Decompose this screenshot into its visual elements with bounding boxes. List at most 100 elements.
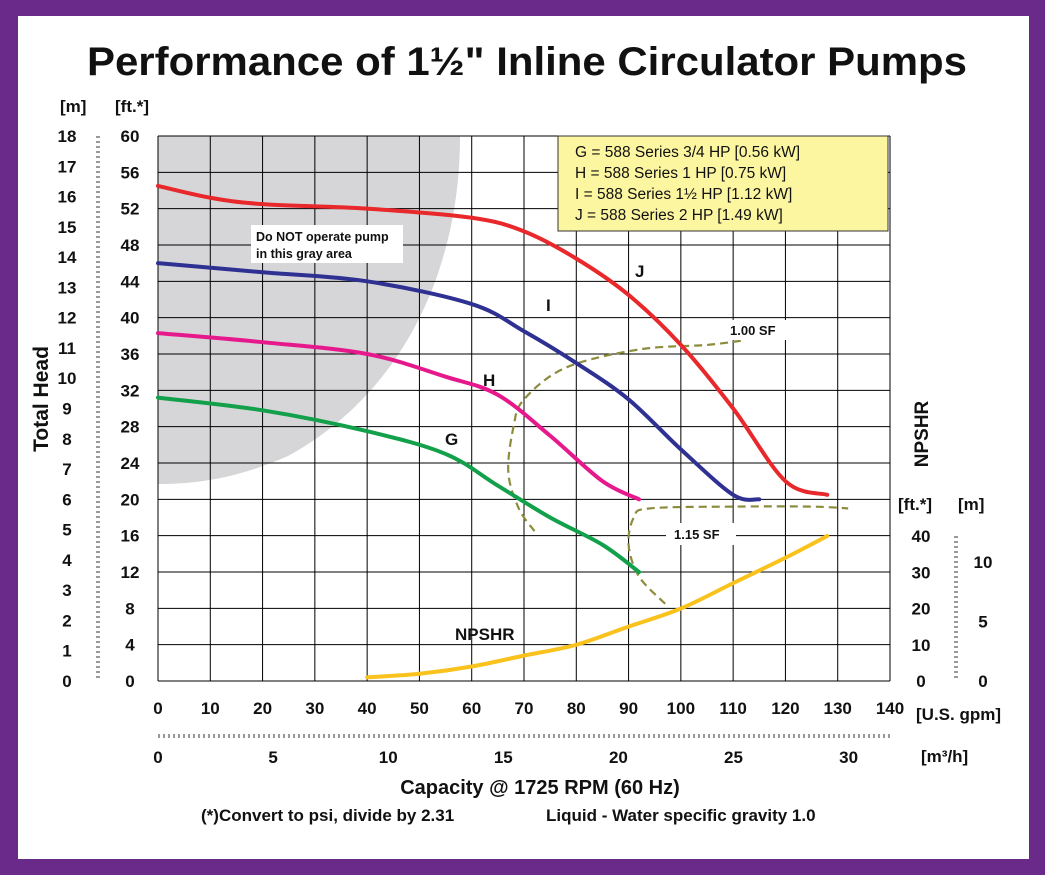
legend-entry-i: I = 588 Series 1½ HP [1.12 kW]: [575, 186, 792, 203]
y-axis-ft-unit: [ft.*]: [115, 97, 149, 116]
x-tick-gpm: 10: [201, 699, 220, 718]
x-tick-gpm: 110: [719, 699, 746, 718]
chart-title: Performance of 1½" Inline Circulator Pum…: [87, 40, 967, 84]
npshr-axis-label: NPSHR: [912, 400, 933, 467]
npshr-unit-ft: [ft.*]: [898, 495, 932, 514]
series-line-j: [156, 183, 830, 497]
pump-performance-chart: Performance of 1½" Inline Circulator Pum…: [30, 40, 1001, 825]
gray-area-label-line-2: in this gray area: [256, 247, 353, 261]
x-axis-unit: [U.S. gpm]: [916, 705, 1001, 724]
y-tick-ft: 60: [121, 127, 140, 146]
x-tick-gpm: 80: [567, 699, 586, 718]
y-tick-m: 17: [58, 157, 77, 176]
x-tick-gpm: 40: [358, 699, 377, 718]
x-tick-m3h: 10: [379, 748, 398, 767]
y-tick-ft: 16: [121, 527, 140, 546]
y-tick-ft: 4: [125, 636, 135, 655]
sf-115-label: 1.15 SF: [674, 527, 720, 542]
y-axis-m-unit: [m]: [60, 97, 86, 116]
npshr-tick-m: 10: [974, 553, 993, 572]
npshr-tick-m: 5: [978, 613, 987, 632]
x-tick-m3h: 30: [839, 748, 858, 767]
x-tick-m3h: 20: [609, 748, 628, 767]
x-tick-gpm: 100: [667, 699, 695, 718]
npshr-tick-m: 0: [978, 672, 987, 691]
npshr-tick-ft: 40: [912, 527, 931, 546]
y-tick-m: 11: [58, 339, 76, 358]
y-tick-m: 4: [62, 551, 72, 570]
sf-line-115: [627, 505, 849, 605]
y-tick-m: 15: [58, 218, 77, 237]
series-line-i: [156, 261, 762, 502]
y-tick-m: 3: [62, 581, 71, 600]
series-line-g: [156, 395, 642, 574]
y-tick-m: 2: [62, 611, 71, 630]
y-tick-ft: 40: [121, 309, 140, 328]
x-tick-gpm: 140: [876, 699, 904, 718]
legend-box: [557, 135, 889, 232]
npshr-tick-ft: 30: [912, 563, 931, 582]
x-tick-gpm: 60: [462, 699, 481, 718]
y-tick-m: 13: [58, 278, 77, 297]
npshr-tick-ft: 20: [912, 600, 931, 619]
footnote-right: Liquid - Water specific gravity 1.0: [546, 806, 816, 825]
y-tick-ft: 24: [121, 454, 140, 473]
y-tick-m: 12: [58, 309, 77, 328]
y-tick-ft: 52: [121, 200, 140, 219]
series-line-npshr: [365, 534, 830, 680]
x-tick-gpm: 70: [515, 699, 534, 718]
legend-entry-h: H = 588 Series 1 HP [0.75 kW]: [575, 165, 786, 182]
sf-100-label: 1.00 SF: [730, 323, 776, 338]
x2-axis-unit: [m³/h]: [921, 747, 968, 766]
series-label-npshr: NPSHR: [455, 625, 515, 644]
legend-entry-j: J = 588 Series 2 HP [1.49 kW]: [575, 207, 783, 224]
y-tick-ft: 32: [121, 381, 140, 400]
x-axis-label: Capacity @ 1725 RPM (60 Hz): [400, 777, 680, 799]
x-tick-gpm: 30: [305, 699, 324, 718]
y-tick-m: 9: [62, 400, 71, 419]
x-tick-m3h: 25: [724, 748, 743, 767]
y-tick-m: 7: [62, 460, 71, 479]
npshr-ticks-m: 0 5 10: [974, 553, 993, 691]
x-tick-gpm: 130: [824, 699, 852, 718]
npshr-tick-ft: 10: [912, 636, 931, 655]
npshr-tick-ft: 0: [916, 672, 925, 691]
y-tick-ft: 56: [121, 163, 140, 182]
x-tick-gpm: 50: [410, 699, 429, 718]
series-lines: [156, 183, 830, 680]
y-tick-m: 10: [58, 369, 77, 388]
y-tick-m: 6: [62, 490, 71, 509]
x-ticks-m3h: 0 5 10 15 20 25 30: [153, 748, 858, 767]
y-tick-m: 14: [58, 248, 77, 267]
x-tick-gpm: 0: [153, 699, 162, 718]
x-tick-gpm: 120: [771, 699, 799, 718]
gray-area-label-box: [251, 225, 403, 263]
y-tick-ft: 48: [121, 236, 140, 255]
series-label-i: I: [546, 296, 551, 315]
footnote-left: (*)Convert to psi, divide by 2.31: [201, 806, 454, 825]
npshr-ticks-ft: 0 10 20 30 40: [912, 527, 931, 691]
y-tick-ft: 28: [121, 418, 140, 437]
legend-entry-g: G = 588 Series 3/4 HP [0.56 kW]: [575, 144, 800, 161]
y-tick-m: 5: [62, 521, 71, 540]
chart-frame: Performance of 1½" Inline Circulator Pum…: [18, 16, 1029, 859]
sf-100-label-box: [724, 320, 788, 340]
y-tick-m: 18: [58, 127, 77, 146]
gray-area: [158, 136, 460, 484]
y-tick-m: 1: [62, 642, 71, 661]
x-ticks-gpm: 0 10 20 30 40 50 60 70 80 90 100 110 120 130 140: [153, 699, 904, 718]
y-tick-ft: 12: [121, 563, 140, 582]
y-tick-m: 16: [58, 188, 77, 207]
y-tick-ft: 36: [121, 345, 140, 364]
y-tick-ft: 20: [121, 490, 140, 509]
sf-115-label-box: [666, 523, 736, 545]
series-line-h: [156, 331, 642, 502]
x-tick-m3h: 15: [494, 748, 513, 767]
x-tick-gpm: 90: [619, 699, 638, 718]
y-tick-ft: 8: [125, 599, 134, 618]
y-tick-m: 0: [62, 672, 71, 691]
series-label-j: J: [635, 262, 644, 281]
npshr-unit-m: [m]: [958, 495, 984, 514]
gray-area-label-line-1: Do NOT operate pump: [256, 230, 389, 244]
